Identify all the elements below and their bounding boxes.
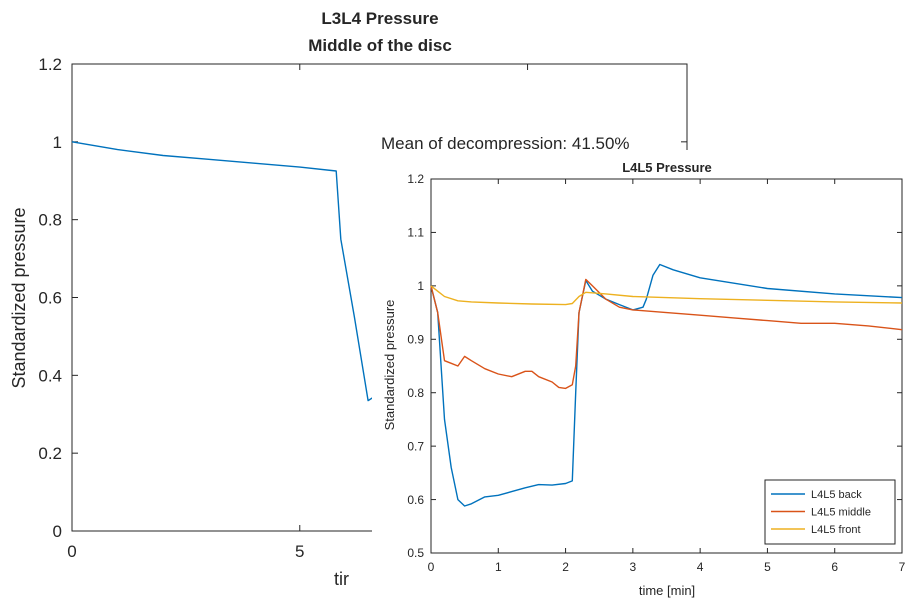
x-tick-label: 3 xyxy=(630,560,637,574)
chart1-x-label: tir xyxy=(334,569,349,589)
x-tick-label: 4 xyxy=(697,560,704,574)
y-tick-label: 1.1 xyxy=(407,226,424,240)
y-tick-label: 0.2 xyxy=(38,444,62,463)
x-tick-label: 7 xyxy=(899,560,906,574)
legend-label: L4L5 front xyxy=(811,524,861,536)
x-tick-label: 1 xyxy=(495,560,502,574)
y-tick-label: 0.9 xyxy=(407,332,424,346)
y-tick-label: 0.8 xyxy=(38,211,62,230)
chart2-x-label: time [min] xyxy=(639,583,695,598)
x-tick-label: 5 xyxy=(764,560,771,574)
y-tick-label: 0.5 xyxy=(407,546,424,560)
y-tick-label: 0.6 xyxy=(407,493,424,507)
y-tick-label: 1 xyxy=(53,133,62,152)
y-tick-label: 1 xyxy=(417,279,424,293)
x-tick-label: 6 xyxy=(831,560,838,574)
series-line-l4l5-middle xyxy=(430,278,903,390)
chart2-legend: L4L5 back L4L5 middle L4L5 front xyxy=(764,479,896,545)
chart2-title: L4L5 Pressure xyxy=(622,160,712,175)
y-tick-label: 0.7 xyxy=(407,439,424,453)
chart1-y-label: Standardized pressure xyxy=(9,207,29,388)
y-tick-label: 0.6 xyxy=(38,288,62,307)
x-tick-label: 0 xyxy=(428,560,435,574)
chart1-subtitle: Middle of the disc xyxy=(308,36,452,55)
chart-l4l5: L4L5 Pressure 0.5 0.6 0.7 0.8 0.9 1 1.1 1.2 0 1 2… xyxy=(382,160,906,598)
series-line-l4l5-front xyxy=(430,285,903,306)
y-tick-label: 0.4 xyxy=(38,366,62,385)
chart-l3l4: L3L4 Pressure Middle of the disc 0 0.2 0.4… xyxy=(9,9,688,589)
legend-label: L4L5 back xyxy=(811,489,862,501)
x-tick-label: 0 xyxy=(67,542,76,561)
chart1-annotation: Mean of decompression: 41.50% xyxy=(381,134,630,153)
legend-label: L4L5 middle xyxy=(811,507,871,519)
y-tick-label: 0.8 xyxy=(407,386,424,400)
y-tick-label: 1.2 xyxy=(407,172,424,186)
chart1-title: L3L4 Pressure xyxy=(321,9,438,28)
x-tick-label: 5 xyxy=(295,542,304,561)
series-line-l4l5-back xyxy=(430,263,903,507)
y-tick-label: 0 xyxy=(53,522,62,541)
chart2-axes-box xyxy=(430,178,903,554)
x-tick-label: 2 xyxy=(562,560,569,574)
chart2-y-label: Standardized pressure xyxy=(382,300,397,431)
y-tick-label: 1.2 xyxy=(38,55,62,74)
